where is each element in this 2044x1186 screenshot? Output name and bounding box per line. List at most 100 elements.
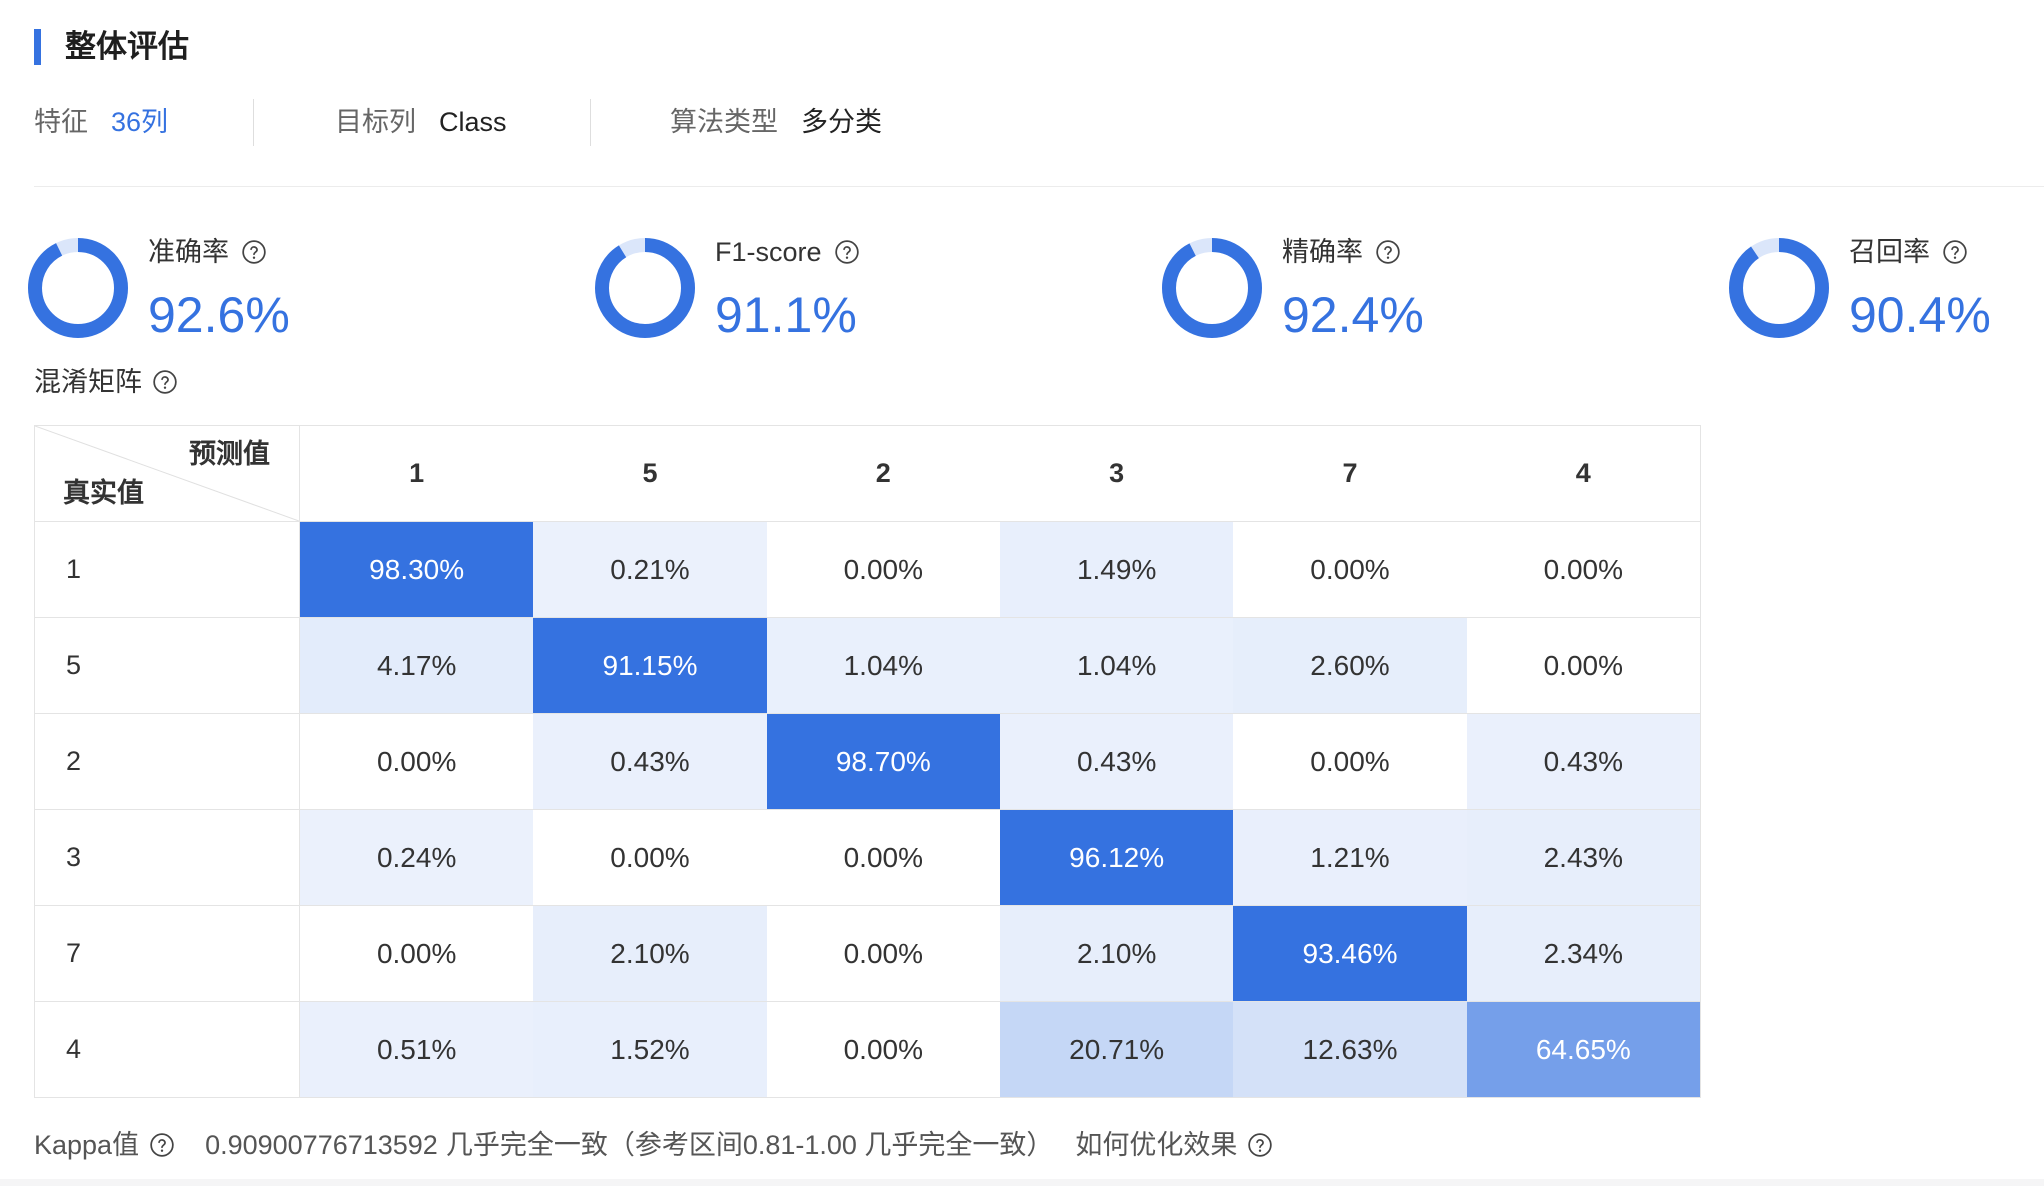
matrix-cell-1-2: 0.00% bbox=[766, 522, 1000, 618]
matrix-cell-5-1: 4.17% bbox=[300, 618, 534, 714]
matrix-cell-4-7: 12.63% bbox=[1233, 1002, 1467, 1098]
matrix-row-header-3: 3 bbox=[35, 810, 300, 906]
matrix-cell-7-2: 0.00% bbox=[766, 906, 1000, 1002]
confusion-matrix-help-icon[interactable] bbox=[152, 369, 178, 395]
matrix-cell-2-3: 0.43% bbox=[999, 714, 1234, 810]
matrix-cell-1-3: 1.49% bbox=[999, 522, 1234, 618]
matrix-column-header-5: 5 bbox=[533, 426, 767, 522]
matrix-cell-1-5: 0.21% bbox=[533, 522, 767, 618]
precision-value: 92.4% bbox=[1282, 287, 1424, 343]
f1-score-label: F1-score bbox=[715, 237, 822, 267]
matrix-cell-5-3: 1.04% bbox=[999, 618, 1234, 714]
matrix-cell-5-5: 91.15% bbox=[533, 618, 767, 714]
corner-diagonal-line bbox=[35, 426, 299, 521]
matrix-cell-5-4: 0.00% bbox=[1466, 618, 1700, 714]
matrix-cell-4-5: 1.52% bbox=[533, 1002, 767, 1098]
kappa-row: Kappa值 0.90900776713592 几乎完全一致 （参考区间0.81… bbox=[34, 1128, 1273, 1162]
metrics-row: 准确率 92.6% F1-score 91.1% 精确率 bbox=[28, 235, 2009, 345]
matrix-cell-7-3: 2.10% bbox=[999, 906, 1234, 1002]
matrix-cell-5-7: 2.60% bbox=[1233, 618, 1467, 714]
accuracy-help-icon[interactable] bbox=[241, 239, 267, 265]
matrix-cell-7-4: 2.34% bbox=[1466, 906, 1700, 1002]
matrix-cell-1-4: 0.00% bbox=[1466, 522, 1700, 618]
matrix-cell-3-2: 0.00% bbox=[766, 810, 1000, 906]
kappa-reference-range: （参考区间0.81-1.00 几乎完全一致） bbox=[607, 1130, 1054, 1160]
recall-help-icon[interactable] bbox=[1942, 239, 1968, 265]
confusion-matrix-table: 预测值 真实值 1 5 2 3 7 4 1 98.30% 0.21% 0.00% 1.49% 0.00% 0… bbox=[34, 425, 1701, 1098]
matrix-column-header-1: 1 bbox=[300, 426, 534, 522]
info-divider bbox=[253, 99, 254, 146]
donut-fill-arc bbox=[28, 238, 128, 338]
matrix-cell-3-1: 0.24% bbox=[300, 810, 534, 906]
f1-score-value: 91.1% bbox=[715, 287, 857, 343]
matrix-cell-3-5: 0.00% bbox=[533, 810, 767, 906]
bottom-edge-strip bbox=[0, 1179, 2044, 1186]
kappa-level: 几乎完全一致 bbox=[445, 1130, 608, 1160]
features-count-link[interactable]: 36列 bbox=[111, 107, 169, 137]
features-label: 特征 bbox=[34, 107, 88, 137]
accuracy-label: 准确率 bbox=[148, 237, 229, 267]
donut-fill-arc bbox=[1162, 238, 1262, 338]
kappa-value: 0.90900776713592 bbox=[205, 1130, 438, 1160]
info-features: 特征 36列 bbox=[34, 102, 168, 142]
precision-label: 精确率 bbox=[1282, 237, 1363, 267]
confusion-matrix-title: 混淆矩阵 bbox=[34, 367, 142, 397]
matrix-cell-3-4: 2.43% bbox=[1466, 810, 1700, 906]
recall-donut-chart bbox=[1729, 238, 1829, 338]
matrix-column-header-2: 2 bbox=[766, 426, 1000, 522]
accuracy-label-row: 准确率 bbox=[148, 235, 267, 269]
precision-help-icon[interactable] bbox=[1375, 239, 1401, 265]
recall-value: 90.4% bbox=[1849, 287, 1991, 343]
recall-label-row: 召回率 bbox=[1849, 235, 1968, 269]
algorithm-type-value: 多分类 bbox=[801, 107, 882, 137]
matrix-column-header-4: 4 bbox=[1466, 426, 1700, 522]
accuracy-value: 92.6% bbox=[148, 287, 290, 343]
kappa-label: Kappa值 bbox=[34, 1130, 140, 1160]
metric-accuracy: 准确率 92.6% bbox=[28, 235, 595, 345]
precision-donut-chart bbox=[1162, 238, 1262, 338]
recall-label: 召回率 bbox=[1849, 237, 1930, 267]
matrix-row-header-5: 5 bbox=[35, 618, 300, 714]
section-title: 整体评估 bbox=[65, 29, 189, 64]
precision-label-row: 精确率 bbox=[1282, 235, 1401, 269]
actual-axis-label: 真实值 bbox=[63, 478, 144, 508]
matrix-cell-7-5: 2.10% bbox=[533, 906, 767, 1002]
matrix-cell-1-7: 0.00% bbox=[1233, 522, 1467, 618]
matrix-cell-4-1: 0.51% bbox=[300, 1002, 534, 1098]
metric-recall: 召回率 90.4% bbox=[1729, 235, 2009, 345]
confusion-matrix-title-row: 混淆矩阵 bbox=[34, 365, 178, 399]
matrix-cell-7-1: 0.00% bbox=[300, 906, 534, 1002]
matrix-row-header-2: 2 bbox=[35, 714, 300, 810]
matrix-cell-2-7: 0.00% bbox=[1233, 714, 1467, 810]
matrix-column-header-3: 3 bbox=[999, 426, 1234, 522]
matrix-cell-3-7: 1.21% bbox=[1233, 810, 1467, 906]
algorithm-type-label: 算法类型 bbox=[670, 107, 778, 137]
section-accent-bar bbox=[34, 29, 41, 65]
target-column-label: 目标列 bbox=[335, 107, 416, 137]
target-column-value: Class bbox=[439, 107, 507, 137]
section-divider bbox=[34, 186, 2044, 187]
info-target-column: 目标列 Class bbox=[335, 102, 507, 142]
matrix-cell-4-2: 0.00% bbox=[766, 1002, 1000, 1098]
matrix-cell-2-5: 0.43% bbox=[533, 714, 767, 810]
kappa-help-icon[interactable] bbox=[149, 1132, 175, 1158]
matrix-row-header-1: 1 bbox=[35, 522, 300, 618]
donut-fill-arc bbox=[595, 238, 695, 338]
matrix-row-header-7: 7 bbox=[35, 906, 300, 1002]
matrix-cell-2-1: 0.00% bbox=[300, 714, 534, 810]
matrix-cell-2-2: 98.70% bbox=[766, 714, 1000, 810]
matrix-cell-4-3: 20.71% bbox=[999, 1002, 1234, 1098]
f1-score-label-row: F1-score bbox=[715, 235, 860, 269]
info-divider bbox=[590, 99, 591, 146]
f1-score-help-icon[interactable] bbox=[834, 239, 860, 265]
matrix-cell-1-1: 98.30% bbox=[300, 522, 534, 618]
metric-precision: 精确率 92.4% bbox=[1162, 235, 1729, 345]
matrix-cell-3-3: 96.12% bbox=[999, 810, 1234, 906]
optimize-help-icon[interactable] bbox=[1247, 1132, 1273, 1158]
matrix-cell-4-4: 64.65% bbox=[1466, 1002, 1700, 1098]
matrix-cell-7-7: 93.46% bbox=[1233, 906, 1467, 1002]
optimize-effect-link[interactable]: 如何优化效果 bbox=[1075, 1130, 1238, 1160]
f1-score-donut-chart bbox=[595, 238, 695, 338]
predicted-axis-label: 预测值 bbox=[189, 439, 270, 469]
